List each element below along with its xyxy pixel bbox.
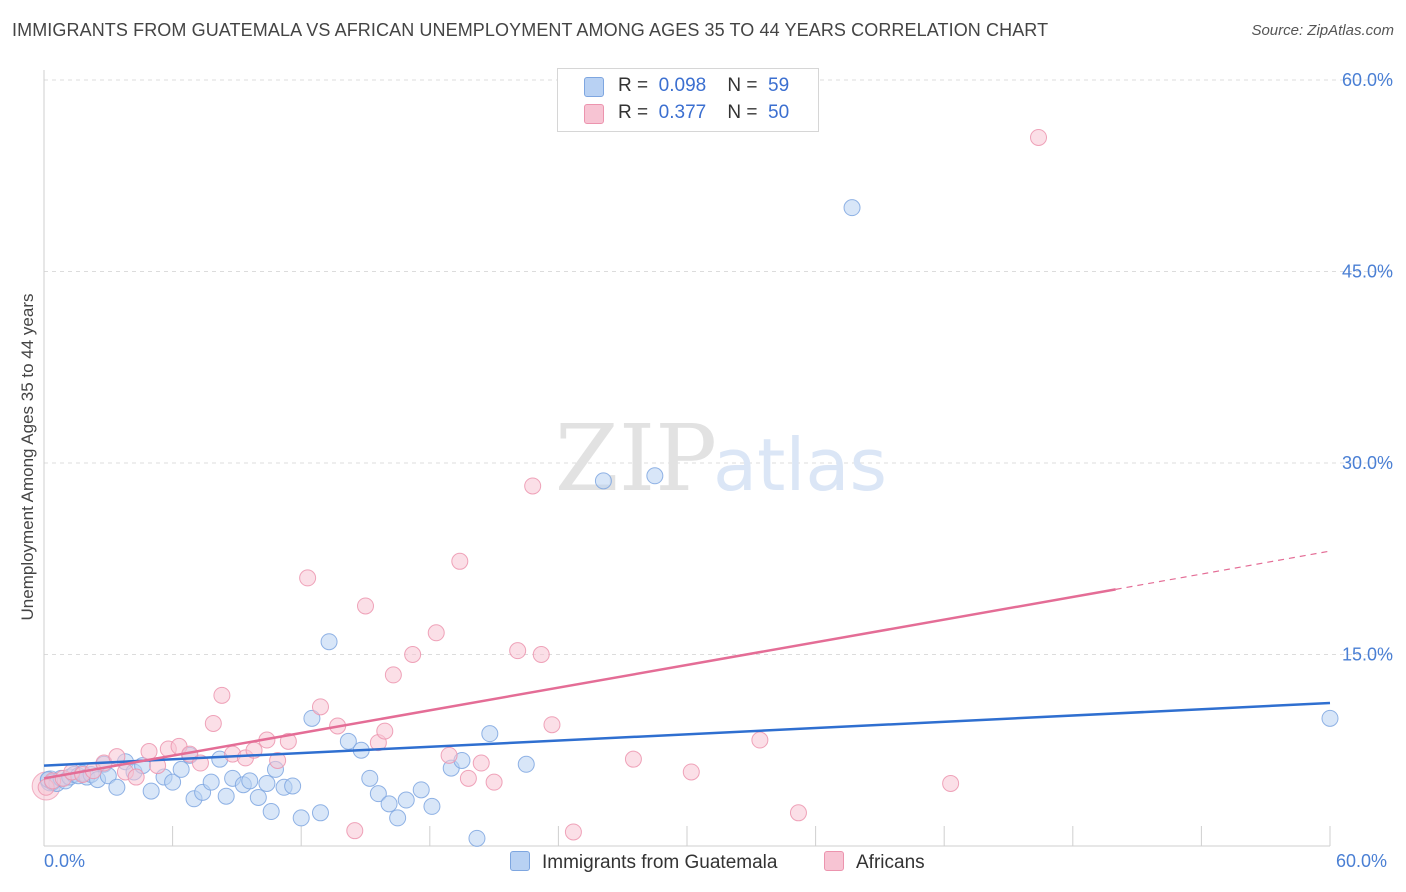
legend-n-value: 59 bbox=[768, 75, 790, 96]
point-guatemala bbox=[142, 782, 160, 800]
trend-line-africans bbox=[43, 588, 1116, 780]
point-guatemala bbox=[339, 732, 357, 750]
y-tick-label: 15.0% bbox=[1342, 645, 1393, 665]
point-guatemala bbox=[1321, 709, 1339, 727]
point-guatemala bbox=[249, 788, 267, 806]
x-tick-max: 60.0% bbox=[1336, 851, 1388, 871]
point-africans bbox=[279, 732, 297, 750]
legend-swatch-pink bbox=[584, 104, 604, 124]
y-tick-label: 45.0% bbox=[1342, 262, 1393, 282]
points-layer bbox=[31, 128, 1339, 847]
point-guatemala bbox=[258, 774, 276, 792]
point-guatemala bbox=[284, 777, 302, 795]
point-africans bbox=[384, 666, 402, 684]
point-africans bbox=[299, 569, 317, 587]
point-guatemala bbox=[292, 809, 310, 827]
point-africans bbox=[427, 624, 445, 642]
trend-line-africans-extension bbox=[1115, 550, 1331, 590]
point-guatemala bbox=[303, 709, 321, 727]
point-guatemala bbox=[594, 472, 612, 490]
point-africans bbox=[459, 769, 477, 787]
point-africans bbox=[1030, 128, 1048, 146]
point-africans bbox=[204, 714, 222, 732]
point-guatemala bbox=[468, 829, 486, 847]
point-africans bbox=[213, 686, 231, 704]
y-axis-label: Unemployment Among Ages 35 to 44 years bbox=[18, 293, 37, 621]
bottom-legend-africans: Africans bbox=[824, 851, 925, 874]
point-africans bbox=[532, 646, 550, 663]
bottom-legend-swatch-blue bbox=[510, 851, 530, 871]
point-africans bbox=[451, 552, 469, 570]
legend-r-label: R = bbox=[618, 102, 649, 123]
point-africans bbox=[942, 774, 960, 792]
watermark-atlas: atlas bbox=[713, 423, 887, 507]
point-africans bbox=[357, 597, 374, 615]
trend-line-guatemala bbox=[43, 701, 1331, 767]
chart-title: IMMIGRANTS FROM GUATEMALA VS AFRICAN UNE… bbox=[12, 20, 1049, 40]
source-label: Source: ZipAtlas.com bbox=[1251, 22, 1394, 39]
point-guatemala bbox=[262, 803, 280, 821]
bottom-legend-label-africans: Africans bbox=[856, 852, 925, 873]
point-guatemala bbox=[108, 778, 126, 796]
point-guatemala bbox=[843, 199, 861, 217]
bottom-legend-label-guatemala: Immigrants from Guatemala bbox=[542, 852, 778, 873]
point-guatemala bbox=[361, 769, 379, 787]
point-guatemala bbox=[380, 795, 398, 813]
point-guatemala bbox=[646, 467, 664, 485]
point-africans bbox=[404, 646, 422, 663]
point-guatemala bbox=[320, 633, 338, 651]
trend-layer bbox=[43, 550, 1331, 780]
legend-n-label: N = bbox=[727, 75, 758, 96]
legend-r-label: R = bbox=[618, 75, 649, 96]
point-africans bbox=[376, 722, 394, 740]
point-africans bbox=[789, 804, 807, 822]
point-africans bbox=[564, 823, 582, 841]
point-africans bbox=[524, 477, 542, 495]
bottom-legend-swatch-pink bbox=[824, 851, 844, 871]
point-guatemala bbox=[217, 787, 235, 805]
point-africans bbox=[682, 763, 700, 781]
point-guatemala bbox=[423, 797, 441, 815]
x-tick-min: 0.0% bbox=[44, 851, 86, 871]
y-tick-labels: 15.0% 30.0% 45.0% 60.0% bbox=[1342, 70, 1393, 665]
bottom-legend-guatemala: Immigrants from Guatemala bbox=[510, 851, 777, 874]
point-africans bbox=[751, 731, 769, 749]
point-africans bbox=[346, 822, 364, 840]
correlation-legend: R = 0.098 N = 59 R = 0.377 N = 50 bbox=[557, 68, 819, 132]
point-africans bbox=[269, 751, 287, 769]
point-africans bbox=[127, 768, 145, 786]
watermark-zip: ZIP bbox=[555, 405, 717, 512]
point-guatemala bbox=[311, 804, 329, 822]
point-guatemala bbox=[172, 760, 190, 778]
point-guatemala bbox=[164, 773, 182, 791]
point-guatemala bbox=[517, 755, 535, 773]
point-guatemala bbox=[202, 773, 220, 791]
watermark: ZIP atlas bbox=[555, 405, 887, 512]
point-africans bbox=[543, 716, 561, 734]
point-guatemala bbox=[481, 725, 499, 743]
point-africans bbox=[509, 642, 527, 660]
legend-r-value: 0.098 bbox=[658, 75, 707, 96]
grid-layer bbox=[43, 70, 1392, 847]
point-africans bbox=[440, 746, 458, 764]
point-africans bbox=[140, 743, 158, 761]
legend-r-value: 0.377 bbox=[658, 102, 707, 123]
point-africans bbox=[311, 698, 329, 716]
point-africans bbox=[485, 773, 503, 791]
point-guatemala bbox=[369, 785, 387, 803]
y-tick-label: 30.0% bbox=[1342, 453, 1393, 473]
point-guatemala bbox=[241, 772, 259, 790]
point-guatemala bbox=[412, 781, 430, 799]
point-africans bbox=[472, 754, 490, 772]
legend-n-label: N = bbox=[727, 102, 758, 123]
point-guatemala bbox=[389, 809, 407, 827]
point-guatemala bbox=[397, 791, 415, 809]
y-tick-label: 60.0% bbox=[1342, 70, 1393, 90]
point-africans bbox=[624, 750, 642, 768]
legend-swatch-blue bbox=[584, 77, 604, 97]
legend-n-value: 50 bbox=[768, 102, 790, 123]
